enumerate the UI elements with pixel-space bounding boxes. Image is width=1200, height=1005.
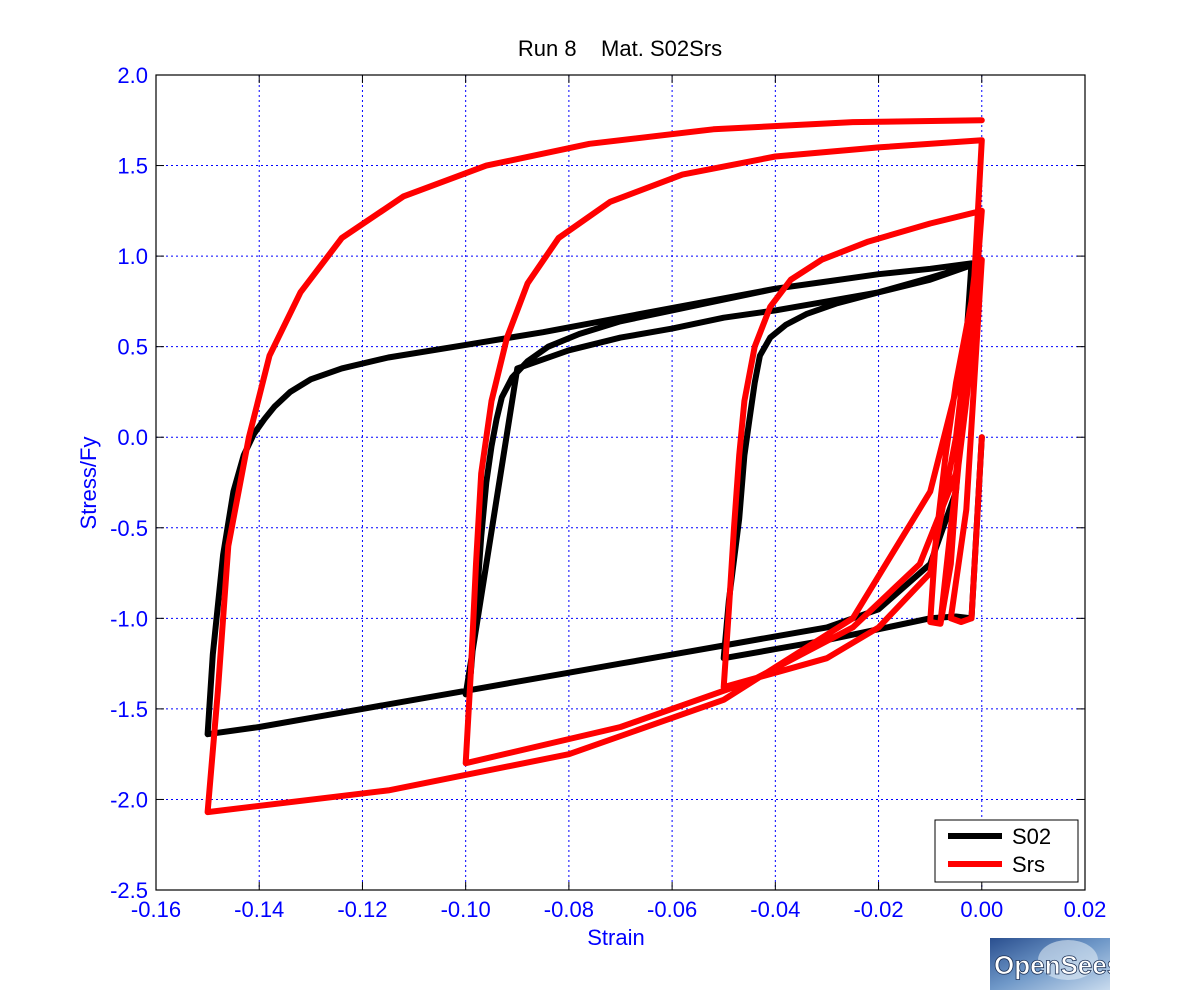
y-tick-label: 2.0 — [117, 63, 148, 88]
y-tick-label: 1.0 — [117, 244, 148, 269]
legend-label-srs: Srs — [1012, 852, 1045, 877]
y-tick-label: 0.0 — [117, 425, 148, 450]
x-tick-label: -0.06 — [647, 897, 697, 922]
y-tick-label: -1.0 — [110, 606, 148, 631]
x-tick-label: 0.02 — [1064, 897, 1107, 922]
y-tick-label: -2.5 — [110, 878, 148, 903]
y-tick-label: -2.0 — [110, 787, 148, 812]
x-tick-label: -0.08 — [544, 897, 594, 922]
opensees-logo: OpenSees — [990, 938, 1110, 990]
x-tick-label: -0.14 — [234, 897, 284, 922]
ticks: -0.16 -0.14 -0.12 -0.10 -0.08 -0.06 -0.04 -0.02… — [110, 63, 1106, 922]
series-line-s02 — [204, 260, 985, 738]
y-tick-label: 1.5 — [117, 154, 148, 179]
svg-text:OpenSees: OpenSees — [994, 950, 1110, 980]
x-tick-label: -0.10 — [441, 897, 491, 922]
series-line-srs — [204, 117, 985, 816]
x-tick-label: 0.00 — [960, 897, 1003, 922]
legend: S02 Srs — [934, 819, 1079, 883]
x-tick-label: -0.02 — [853, 897, 903, 922]
x-tick-label: -0.12 — [337, 897, 387, 922]
x-tick-label: -0.04 — [750, 897, 800, 922]
axes-frame — [155, 74, 1086, 891]
y-tick-label: -1.5 — [110, 697, 148, 722]
chart-title: Run 8 Mat. S02Srs — [518, 36, 722, 61]
y-tick-label: 0.5 — [117, 335, 148, 360]
x-tick-label: -0.16 — [131, 897, 181, 922]
y-tick-label: -0.5 — [110, 516, 148, 541]
series-group — [204, 117, 985, 816]
legend-box — [934, 819, 1079, 883]
y-axis-label: Stress/Fy — [76, 437, 101, 530]
legend-label-s02: S02 — [1012, 824, 1051, 849]
x-axis-label: Strain — [587, 925, 644, 950]
